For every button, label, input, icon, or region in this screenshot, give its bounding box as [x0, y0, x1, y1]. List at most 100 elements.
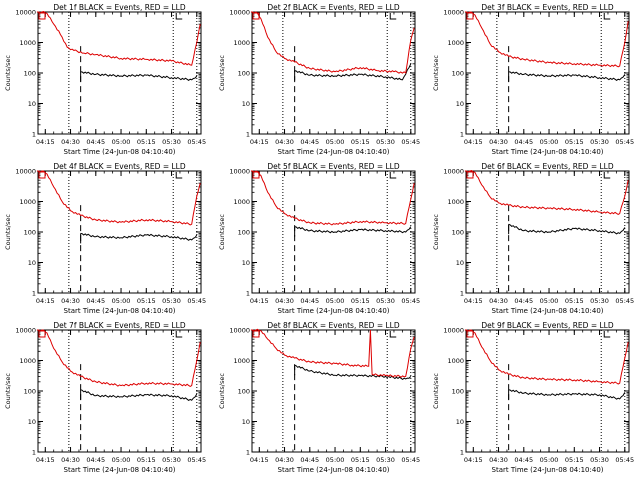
plot-frame — [37, 11, 202, 135]
x-axis-label: Start Time (24-Jun-08 04:10:40) — [64, 307, 176, 315]
panel-7: Det 7f BLACK = Events, RED = LLD Counts/s… — [4, 321, 206, 474]
events-series-line — [294, 63, 412, 81]
x-tick-label: 05:15 — [137, 456, 156, 464]
x-tick-label: 05:15 — [137, 138, 156, 146]
chart-title: Det 5f BLACK = Events, RED = LLD — [267, 162, 400, 171]
x-tick-label: 05:30 — [376, 138, 395, 146]
end-corner-marker — [603, 331, 611, 338]
chart-title: Det 4f BLACK = Events, RED = LLD — [53, 162, 186, 171]
start-corner-marker — [466, 12, 474, 20]
end-corner-marker — [175, 331, 183, 338]
y-axis-label: Counts/sec — [432, 373, 440, 409]
x-tick-label: 05:00 — [112, 138, 131, 146]
x-tick-label: 04:45 — [86, 297, 105, 305]
x-tick-label: 05:45 — [401, 456, 420, 464]
x-tick-label: 05:15 — [351, 456, 370, 464]
x-tick-label: 04:30 — [61, 138, 80, 146]
start-corner-marker — [252, 171, 260, 179]
y-tick-label: 100 — [452, 229, 464, 237]
x-tick-label: 04:15 — [464, 138, 483, 146]
x-tick-label: 05:30 — [162, 456, 181, 464]
x-tick-label: 04:45 — [514, 456, 533, 464]
x-tick-label: 04:45 — [86, 138, 105, 146]
x-tick-label: 05:30 — [376, 456, 395, 464]
x-axis-label: Start Time (24-Jun-08 04:10:40) — [64, 148, 176, 156]
x-tick-label: 05:15 — [351, 297, 370, 305]
y-tick-label: 1 — [460, 131, 464, 139]
events-series-line — [80, 232, 198, 241]
y-tick-label: 1 — [32, 290, 36, 298]
lld-series-line — [464, 11, 629, 68]
panel-4: Det 4f BLACK = Events, RED = LLD Counts/s… — [4, 162, 206, 315]
y-tick-label: 100 — [238, 388, 250, 396]
lld-series-line — [464, 329, 629, 385]
lld-series-line — [36, 11, 201, 66]
y-axis-label: Counts/sec — [432, 214, 440, 250]
y-tick-label: 1 — [32, 131, 36, 139]
x-tick-label: 05:45 — [401, 138, 420, 146]
x-tick-label: 04:15 — [464, 297, 483, 305]
x-axis-label: Start Time (24-Jun-08 04:10:40) — [492, 307, 604, 315]
panel-5: Det 5f BLACK = Events, RED = LLD Counts/s… — [218, 162, 420, 315]
x-tick-label: 04:30 — [275, 456, 294, 464]
x-tick-label: 04:45 — [300, 297, 319, 305]
x-axis-label: Start Time (24-Jun-08 04:10:40) — [492, 148, 604, 156]
y-tick-label: 1000 — [447, 198, 464, 206]
x-tick-label: 05:45 — [401, 297, 420, 305]
y-tick-label: 10 — [242, 259, 250, 267]
end-corner-marker — [389, 172, 397, 179]
x-tick-label: 04:15 — [250, 138, 269, 146]
panel-9: Det 9f BLACK = Events, RED = LLD Counts/s… — [432, 321, 634, 474]
y-tick-label: 10 — [456, 259, 464, 267]
x-tick-label: 05:30 — [162, 138, 181, 146]
y-tick-label: 100 — [238, 229, 250, 237]
y-tick-label: 1000 — [447, 39, 464, 47]
x-tick-label: 04:15 — [36, 456, 55, 464]
start-corner-marker — [466, 171, 474, 179]
y-tick-label: 1 — [32, 449, 36, 457]
x-tick-label: 04:30 — [275, 138, 294, 146]
start-corner-marker — [38, 171, 46, 179]
lld-series-line — [36, 170, 201, 226]
y-axis-label: Counts/sec — [218, 214, 226, 250]
y-tick-label: 1000 — [233, 39, 250, 47]
lld-series-line — [250, 11, 415, 74]
plot-frame — [465, 329, 630, 453]
panel-6: Det 6f BLACK = Events, RED = LLD Counts/s… — [432, 162, 634, 315]
y-axis-label: Counts/sec — [432, 55, 440, 91]
y-tick-label: 100 — [238, 70, 250, 78]
x-tick-label: 05:30 — [590, 456, 609, 464]
x-tick-label: 05:00 — [112, 297, 131, 305]
start-corner-marker — [252, 330, 260, 338]
y-tick-label: 10 — [28, 418, 36, 426]
end-corner-marker — [603, 172, 611, 179]
start-corner-marker — [38, 330, 46, 338]
y-tick-label: 1000 — [233, 198, 250, 206]
x-tick-label: 04:30 — [275, 297, 294, 305]
plot-frame — [251, 11, 416, 135]
chart-title: Det 7f BLACK = Events, RED = LLD — [53, 321, 186, 330]
x-tick-label: 05:30 — [590, 297, 609, 305]
x-tick-label: 04:45 — [514, 138, 533, 146]
y-tick-label: 10 — [242, 418, 250, 426]
lld-series-line — [250, 328, 415, 378]
events-series-line — [508, 389, 626, 400]
chart-title: Det 6f BLACK = Events, RED = LLD — [481, 162, 614, 171]
panel-1: Det 1f BLACK = Events, RED = LLD Counts/s… — [4, 3, 206, 156]
events-series-line — [80, 389, 198, 402]
panel-8: Det 8f BLACK = Events, RED = LLD Counts/s… — [218, 321, 420, 474]
x-tick-label: 04:15 — [36, 297, 55, 305]
x-tick-label: 05:00 — [112, 456, 131, 464]
lld-series-line — [464, 170, 629, 215]
x-tick-label: 05:15 — [565, 297, 584, 305]
panel-2: Det 2f BLACK = Events, RED = LLD Counts/s… — [218, 3, 420, 156]
x-tick-label: 05:00 — [326, 138, 345, 146]
y-tick-label: 100 — [24, 70, 36, 78]
x-tick-label: 05:15 — [137, 297, 156, 305]
y-tick-label: 1 — [460, 449, 464, 457]
chart-title: Det 8f BLACK = Events, RED = LLD — [267, 321, 400, 330]
x-axis-label: Start Time (24-Jun-08 04:10:40) — [278, 307, 390, 315]
start-corner-marker — [252, 12, 260, 20]
y-axis-label: Counts/sec — [4, 214, 12, 250]
chart-title: Det 1f BLACK = Events, RED = LLD — [53, 3, 186, 12]
